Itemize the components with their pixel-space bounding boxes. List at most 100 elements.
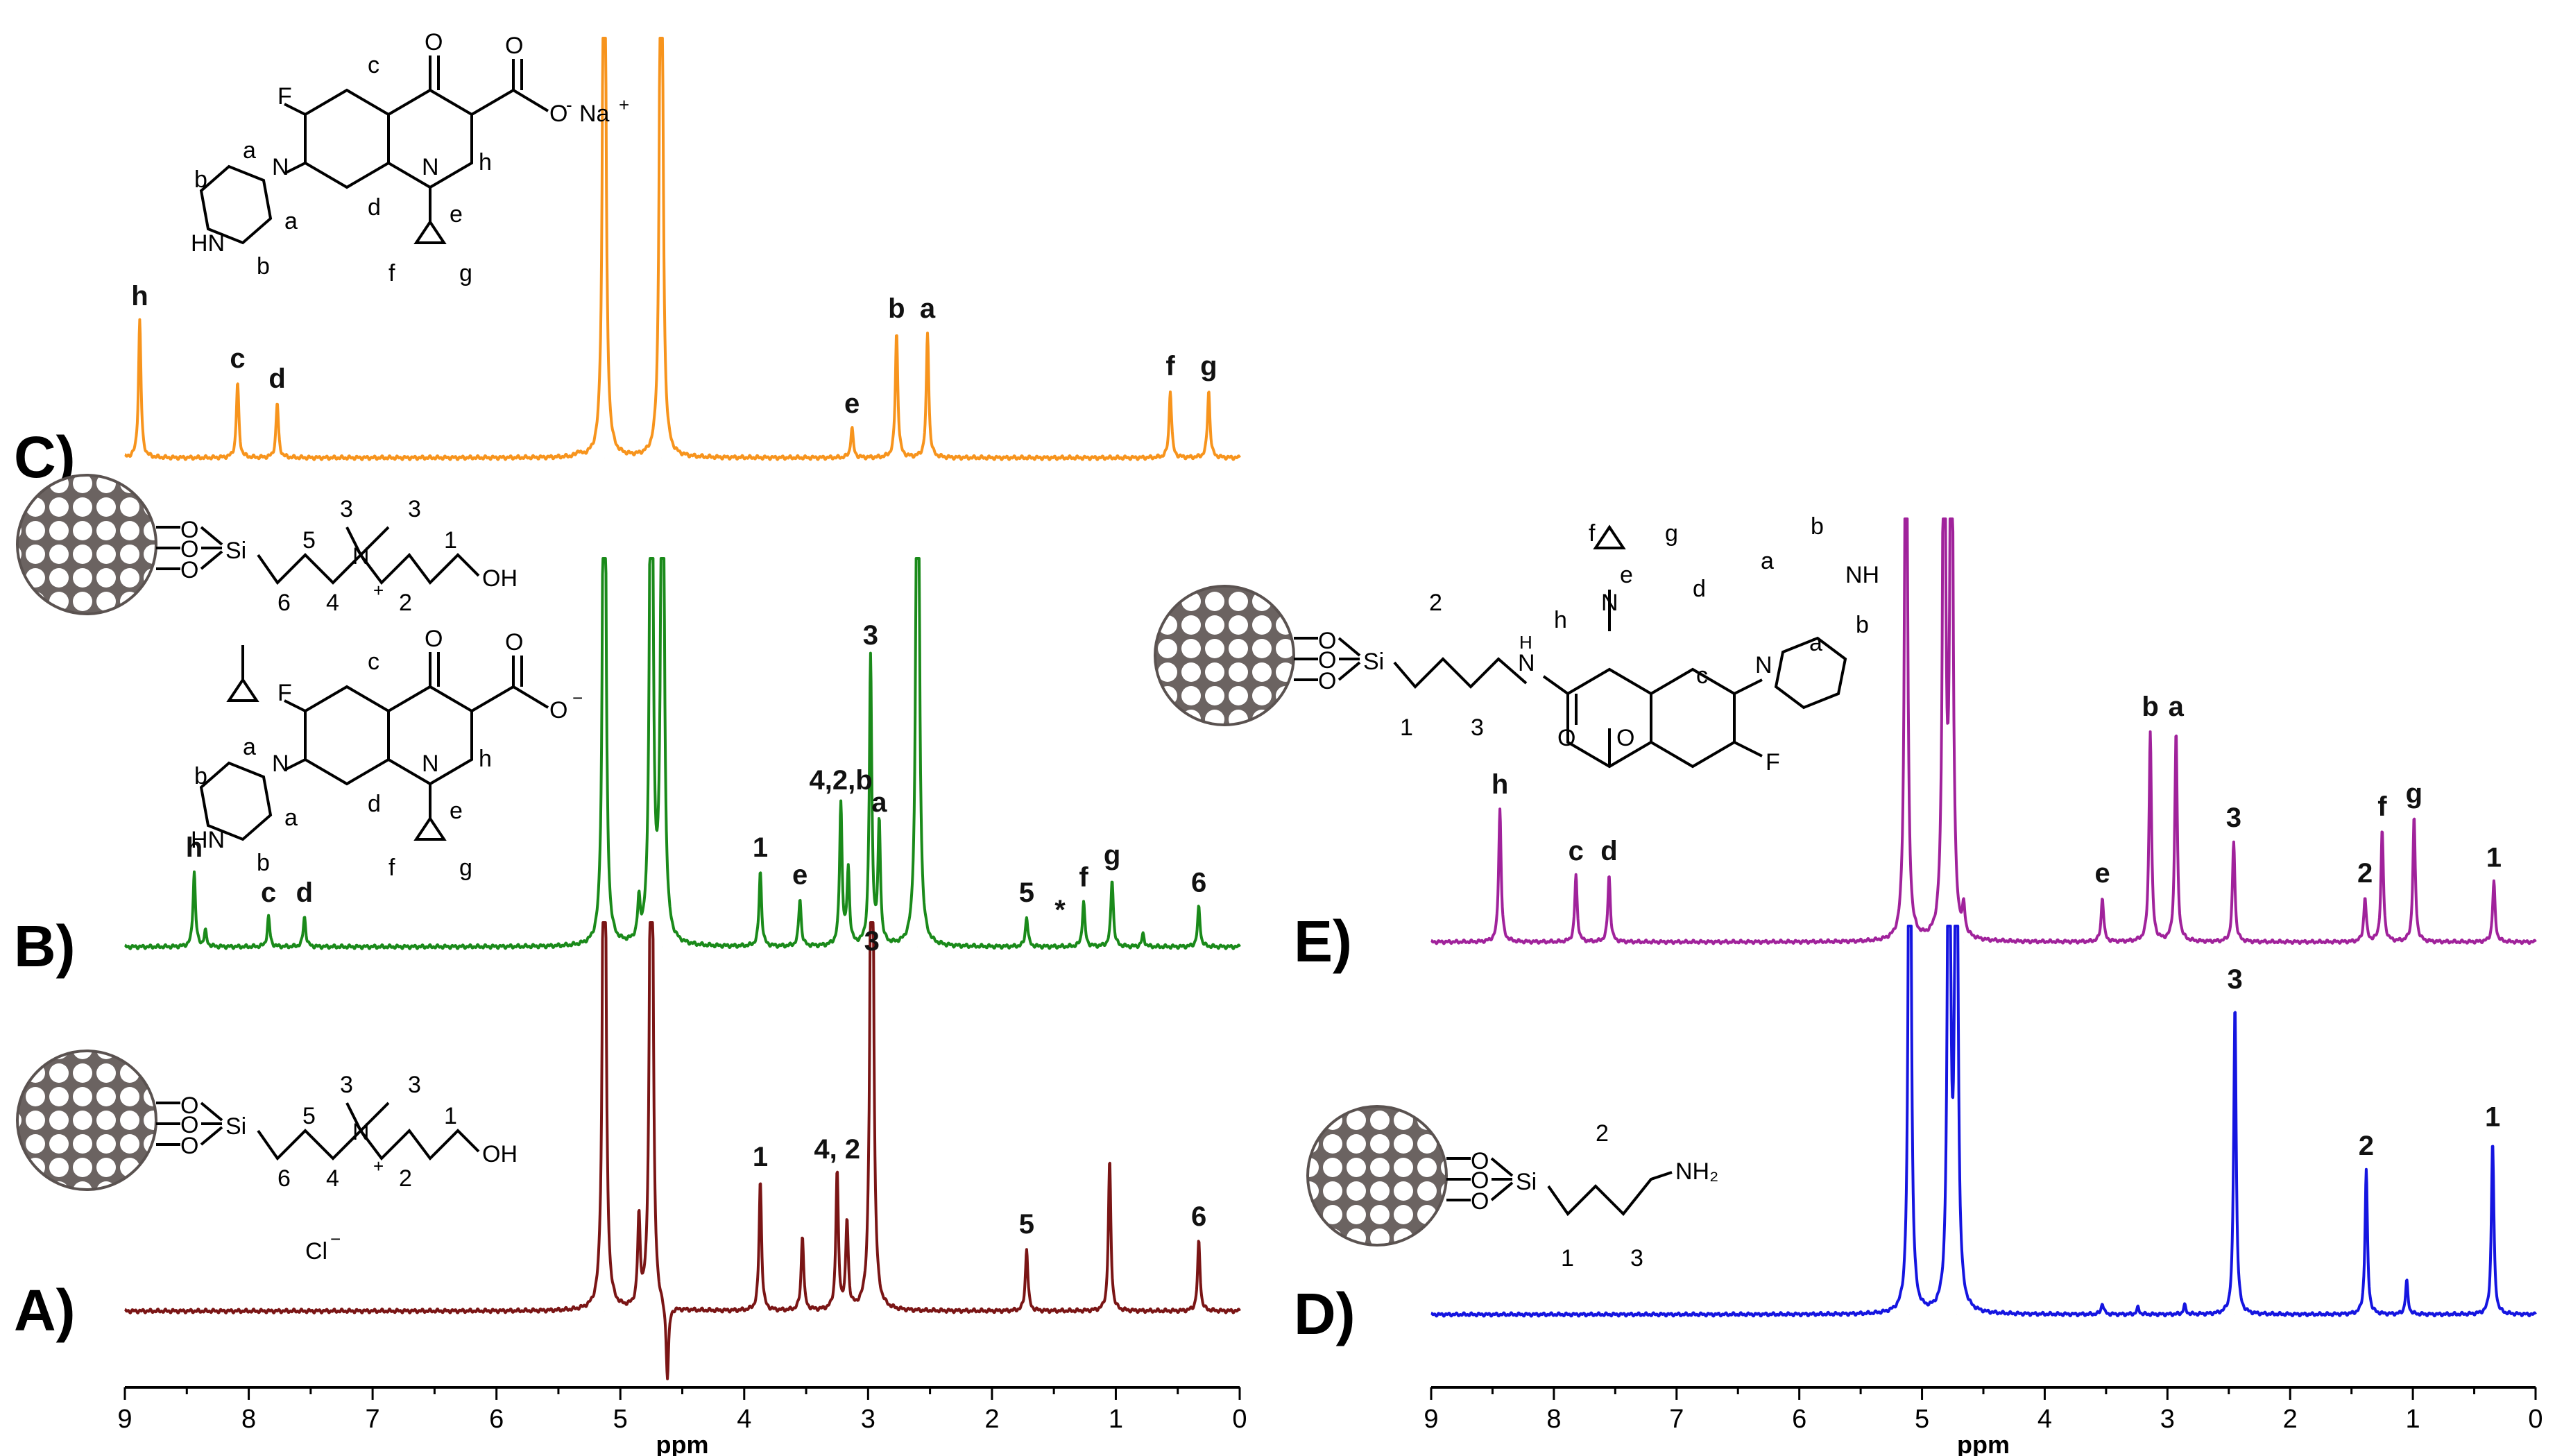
peak-label: c xyxy=(1569,836,1584,866)
x-tick-label: 6 xyxy=(489,1405,504,1434)
x-tick-label: 8 xyxy=(241,1405,256,1434)
x-tick-label: 4 xyxy=(737,1405,751,1434)
charge-plus: + xyxy=(619,94,629,115)
charge-minus: - xyxy=(566,94,572,115)
peak-label: g xyxy=(2406,778,2422,809)
atom-O: O xyxy=(180,517,198,543)
atom-O: O xyxy=(180,536,198,563)
spectrum-trace xyxy=(123,921,1241,1380)
x-tick-label: 1 xyxy=(2406,1405,2420,1434)
num-6: 6 xyxy=(277,1165,291,1192)
peak-label: f xyxy=(2377,791,2387,822)
label-a: a xyxy=(243,137,256,164)
peak-label: 3 xyxy=(863,620,878,651)
peak-label: 4, 2 xyxy=(814,1134,860,1165)
atom-Si: Si xyxy=(225,538,246,564)
atom-O: O xyxy=(1471,1188,1489,1215)
peak-label: g xyxy=(1104,840,1120,871)
axes-layer: 9 8 7 6 5 4 3 2 1 0 ppm 9 8 7 6 5 4 3 2 1 0 ppm xyxy=(117,1386,2543,1456)
x-tick-label: 2 xyxy=(984,1405,999,1434)
peak-label: f xyxy=(1165,351,1175,382)
label-d: d xyxy=(1693,576,1706,602)
peak-label: 1 xyxy=(753,1142,768,1172)
atom-OH: OH xyxy=(482,1141,518,1167)
label-h: h xyxy=(479,149,492,175)
label-b: b xyxy=(257,253,270,280)
num-4: 4 xyxy=(326,590,339,616)
peak-label: 5 xyxy=(1019,1209,1034,1240)
peak-label: a xyxy=(920,293,936,324)
atom-F: F xyxy=(277,83,292,110)
num-2: 2 xyxy=(1596,1120,1609,1147)
atom-O: O xyxy=(1471,1167,1489,1194)
atom-Si: Si xyxy=(225,1113,246,1140)
structure-C xyxy=(199,55,549,245)
x-tick-label: 9 xyxy=(117,1405,132,1434)
num-3: 3 xyxy=(340,1072,353,1098)
x-tick-label: 0 xyxy=(1232,1405,1247,1434)
peak-label: h xyxy=(1492,769,1508,800)
atom-N: N xyxy=(352,1119,370,1145)
x-tick-label: 0 xyxy=(2528,1405,2543,1434)
atom-F: F xyxy=(277,680,292,706)
label-c: c xyxy=(368,649,379,675)
atom-NH: NH xyxy=(1845,562,1879,588)
label-b: b xyxy=(1856,612,1869,638)
atom-O: O xyxy=(180,1133,198,1159)
x-tick-label: 3 xyxy=(861,1405,875,1434)
mesoporous-silica-particle xyxy=(1154,585,1295,726)
atom-O: O xyxy=(549,101,567,127)
mesoporous-silica-particle xyxy=(1306,1105,1448,1247)
label-f: f xyxy=(388,260,395,286)
num-2: 2 xyxy=(399,590,412,616)
atom-Si: Si xyxy=(1363,649,1384,675)
atom-NH2: NH₂ xyxy=(1675,1158,1718,1185)
peak-label: 6 xyxy=(1191,867,1206,898)
label-e: e xyxy=(1620,562,1633,588)
x-tick-label: 6 xyxy=(1792,1405,1806,1434)
panel-label: B) xyxy=(14,914,76,979)
num-4: 4 xyxy=(326,1165,339,1192)
atom-Na: Na xyxy=(579,101,610,127)
x-tick-label: 5 xyxy=(1915,1405,1929,1434)
atom-N: N xyxy=(1601,590,1618,616)
peak-label: d xyxy=(1600,836,1617,866)
atom-N: N xyxy=(272,154,289,180)
num-1: 1 xyxy=(444,1103,457,1129)
atom-N: N xyxy=(1518,650,1535,676)
peak-label: 1 xyxy=(2486,843,2502,873)
label-h: h xyxy=(1554,607,1567,633)
atom-HN: HN xyxy=(191,230,225,257)
x-axis-label: ppm xyxy=(656,1430,709,1456)
structure-E: O O O Si H N N N NH O O F 2 1 3 f g e d … xyxy=(1154,513,1879,776)
x-axis-label: ppm xyxy=(1957,1430,2010,1456)
peak-label: 1 xyxy=(753,832,768,863)
label-g: g xyxy=(1665,520,1678,547)
x-tick-label: 1 xyxy=(1109,1405,1123,1434)
peak-label: b xyxy=(888,293,905,324)
label-c: c xyxy=(368,52,379,78)
atom-O: O xyxy=(180,1093,198,1119)
atom-O: O xyxy=(180,1112,198,1138)
peak-label: h xyxy=(131,281,148,311)
atom-HN: HN xyxy=(191,827,225,853)
label-h: h xyxy=(479,746,492,772)
label-d: d xyxy=(368,194,381,221)
x-tick-label: 2 xyxy=(2283,1405,2298,1434)
mesoporous-silica-particle xyxy=(16,1050,157,1191)
label-b: b xyxy=(1811,513,1824,540)
spectrum-trace xyxy=(123,557,1241,950)
label-a: a xyxy=(1761,548,1774,574)
label-b: b xyxy=(257,850,270,876)
charge-plus: + xyxy=(373,580,384,601)
peak-label: e xyxy=(792,860,807,891)
label-g: g xyxy=(459,855,472,881)
peak-label: c xyxy=(230,343,245,374)
atom-O: O xyxy=(505,33,523,59)
x-tick-label: 7 xyxy=(1669,1405,1684,1434)
x-tick-label: 7 xyxy=(366,1405,380,1434)
num-2: 2 xyxy=(1429,590,1442,616)
